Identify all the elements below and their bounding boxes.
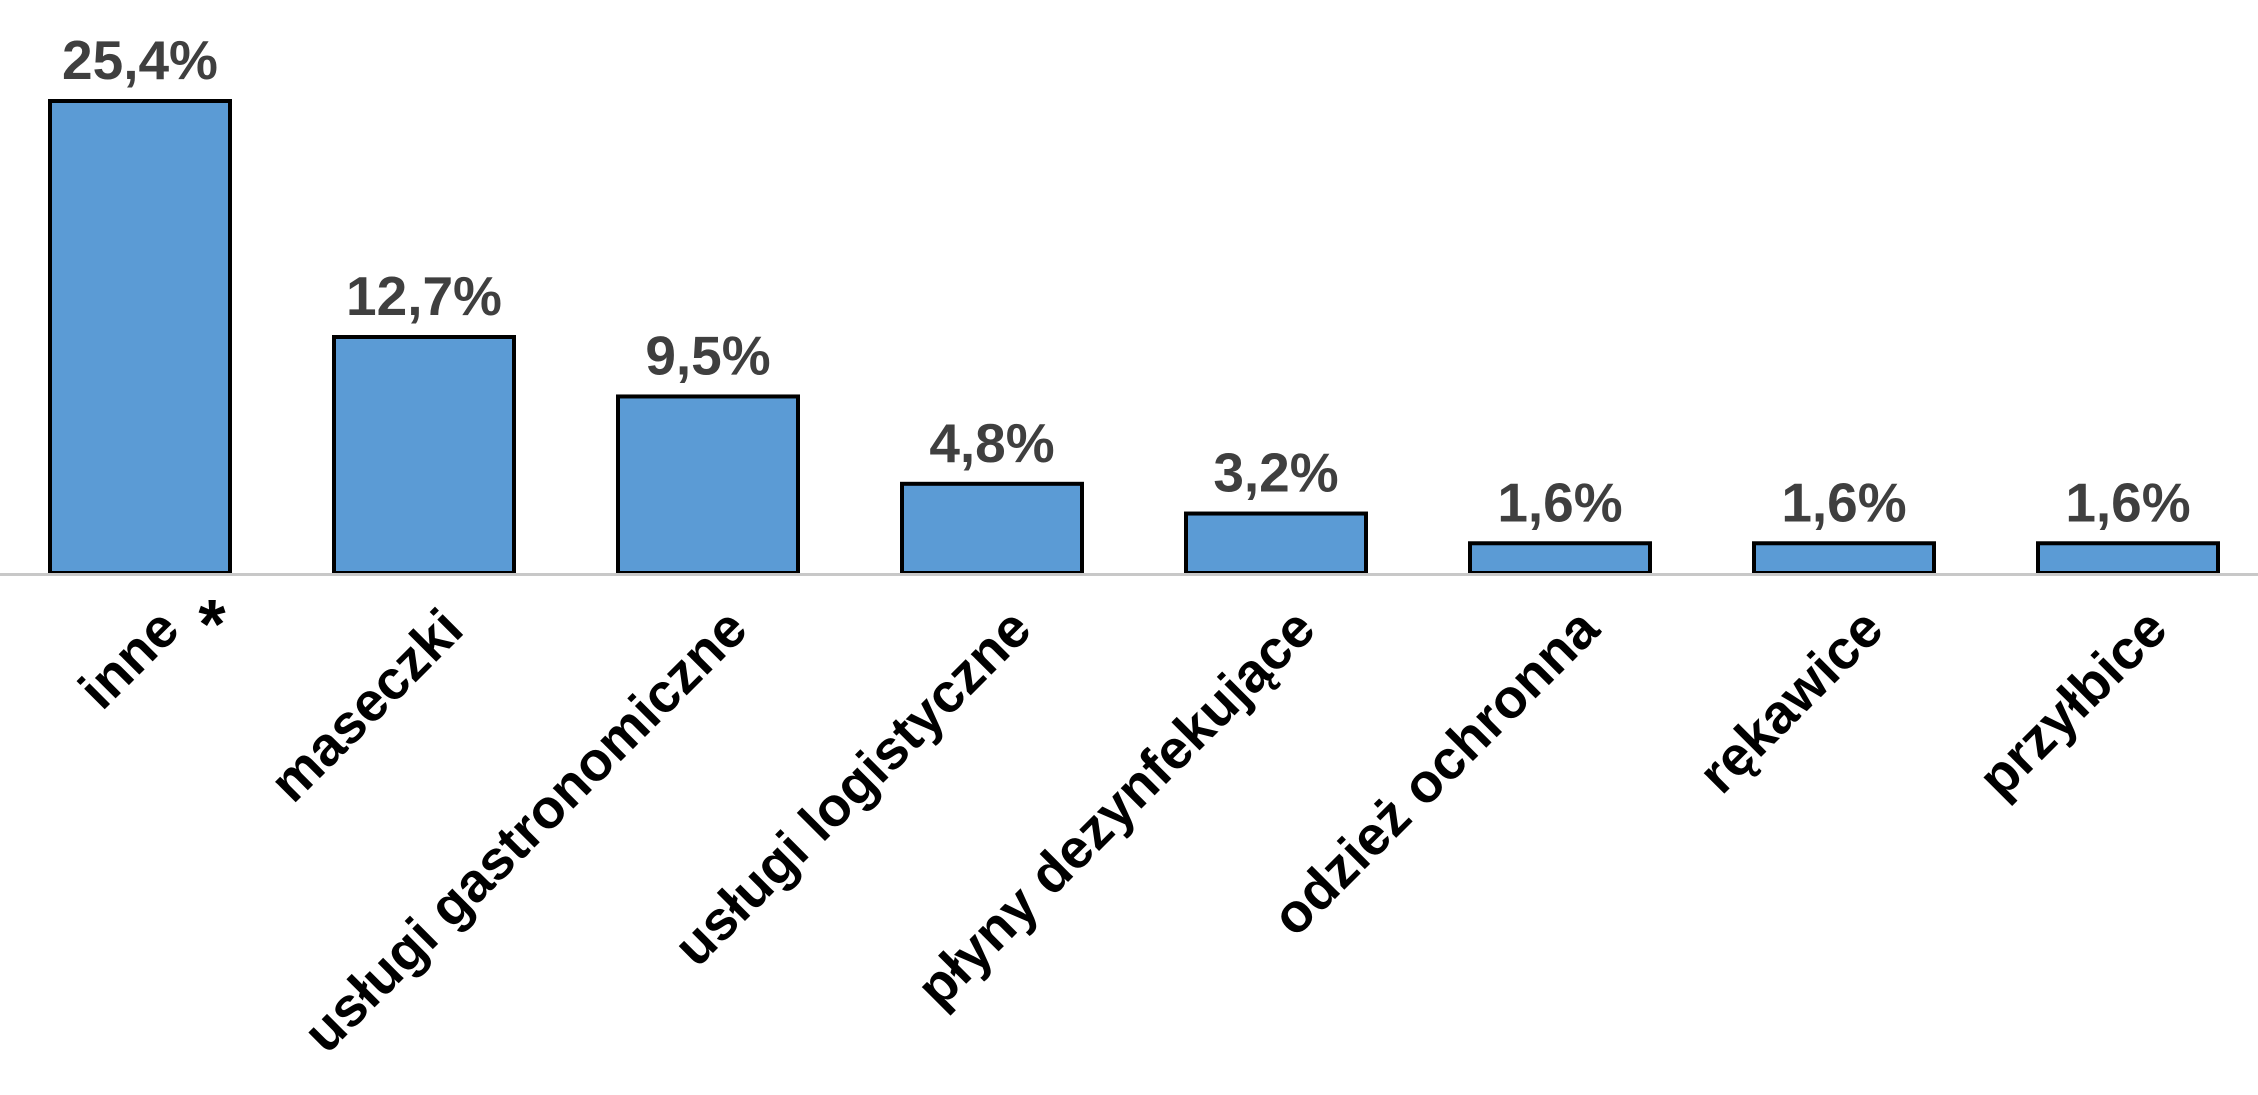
value-label-0: 25,4%: [62, 29, 218, 91]
bar-6: [1752, 541, 1936, 575]
bar-1: [332, 335, 516, 575]
bar-2: [616, 394, 800, 575]
value-labels-layer: 25,4% 12,7% 9,5% 4,8% 3,2% 1,6% 1,6% 1,6%: [62, 29, 2191, 533]
value-label-5: 1,6%: [1497, 471, 1622, 533]
footnote-asterisk: *: [198, 585, 226, 663]
bar-7: [2036, 541, 2220, 575]
bar-5: [1468, 541, 1652, 575]
category-label-6: rękawice: [1686, 597, 1894, 805]
bar-0: [48, 99, 232, 575]
category-label-0: inne: [67, 597, 191, 721]
bar-3: [900, 481, 1084, 576]
value-label-4: 3,2%: [1213, 442, 1338, 504]
value-label-3: 4,8%: [929, 412, 1054, 474]
value-label-7: 1,6%: [2065, 471, 2190, 533]
value-label-2: 9,5%: [645, 324, 770, 386]
annotations-layer: *: [198, 585, 226, 663]
bar-4: [1184, 511, 1368, 576]
category-label-7: przyłbice: [1966, 597, 2178, 809]
value-label-1: 12,7%: [346, 265, 502, 327]
category-label-1: maseczki: [258, 597, 475, 814]
value-label-6: 1,6%: [1781, 471, 1906, 533]
bars-layer: [48, 99, 2220, 576]
